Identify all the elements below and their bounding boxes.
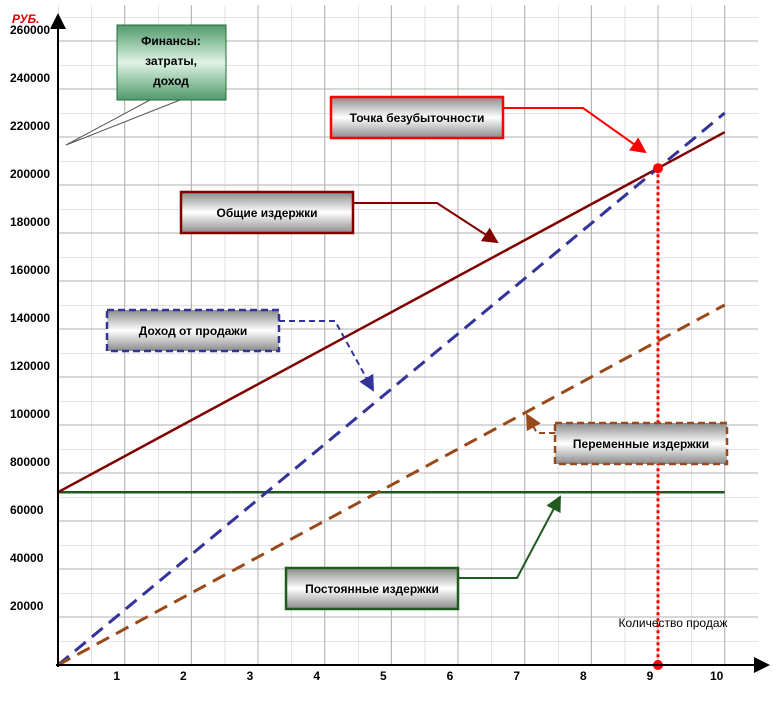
chart-title: Финансы: затраты, доход [141, 34, 201, 88]
callout-box [553, 421, 729, 466]
callouts: Точка безубыточности Общие издержки Доход … [105, 95, 729, 611]
callout-connector [279, 320, 374, 392]
y-tick-label: 220000 [10, 119, 50, 133]
callout-label: Доход от продажи [139, 324, 247, 338]
title-line: Финансы: [141, 34, 201, 48]
y-tick-label: 140000 [10, 311, 50, 325]
y-tick-label: 160000 [10, 263, 50, 277]
callout-box [105, 308, 281, 353]
x-tick-label: 6 [447, 669, 454, 683]
break-even-point [653, 163, 663, 174]
callout-label: Общие издержки [217, 206, 318, 220]
y-tick-label: 60000 [10, 503, 44, 517]
x-tick-label: 5 [380, 669, 387, 683]
plot [57, 111, 726, 670]
y-tick-label: 200000 [10, 167, 50, 181]
y-tick-label: 800000 [10, 455, 50, 469]
y-tick-label: 100000 [10, 407, 50, 421]
y-tick-label: 260000 [10, 23, 50, 37]
y-tick-label: 120000 [10, 359, 50, 373]
x-tick-label: 3 [247, 669, 254, 683]
x-tick-label: 7 [513, 669, 520, 683]
series-line [57, 111, 726, 667]
y-tick-label: 20000 [10, 599, 44, 613]
x-tick-label: 9 [647, 669, 654, 683]
title-line: доход [153, 74, 189, 88]
y-tick-label: 180000 [10, 215, 50, 229]
callout-connector [353, 202, 499, 244]
y-tick-label: 240000 [10, 71, 50, 85]
series-line [57, 303, 726, 667]
title-box [116, 24, 227, 101]
x-tick-label: 1 [113, 669, 120, 683]
x-tick-label: 2 [180, 669, 187, 683]
callout-label: Переменные издержки [573, 437, 709, 451]
callout-connector [457, 495, 561, 579]
callout-label: Постоянные издержки [305, 582, 439, 596]
callout-connector [526, 413, 555, 434]
callout-label: Точка безубыточности [350, 111, 485, 125]
series-line [57, 131, 726, 494]
y-tick-label: 40000 [10, 551, 44, 565]
callout-connector [503, 107, 647, 154]
callout-box [329, 95, 505, 140]
y-axis-label: РУБ. [12, 12, 40, 26]
x-tick-label: 4 [313, 669, 320, 683]
callout-box [284, 566, 460, 611]
x-tick-label: 10 [710, 669, 724, 683]
x-tick-label: 8 [580, 669, 587, 683]
callout-box [179, 190, 355, 235]
title-line: затраты, [145, 54, 197, 68]
x-axis-label: Количество продаж [618, 616, 727, 630]
